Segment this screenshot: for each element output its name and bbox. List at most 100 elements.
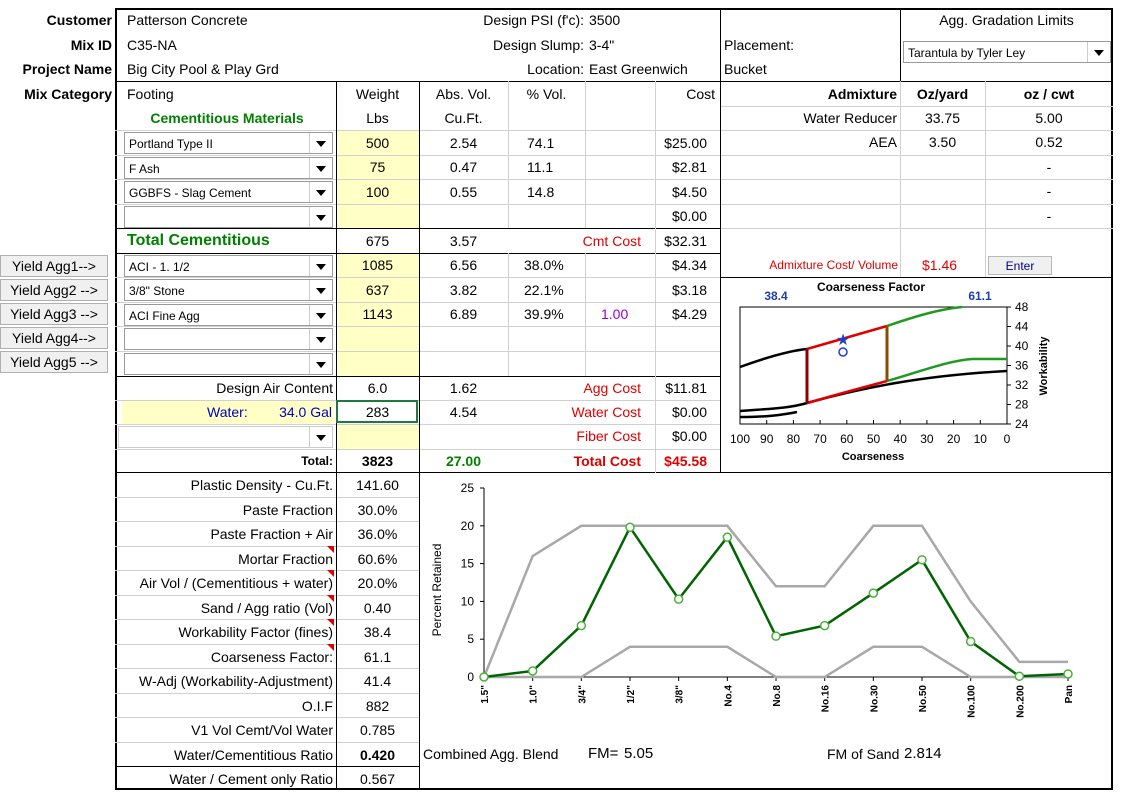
enter-button[interactable]: Enter bbox=[988, 256, 1052, 275]
chevron-down-icon bbox=[309, 354, 332, 374]
yield-agg4-button[interactable]: Yield Agg4--> bbox=[0, 327, 108, 349]
chevron-down-icon bbox=[309, 256, 332, 276]
yield-agg5-button[interactable]: Yield Agg5 --> bbox=[0, 351, 108, 373]
cf-x-tick-label: 60 bbox=[840, 432, 854, 446]
admix-cwt-2: 0.52 bbox=[1035, 134, 1063, 150]
psi-value[interactable]: 3500 bbox=[589, 12, 621, 28]
cem-select-3[interactable]: GGBFS - Slag Cement bbox=[124, 181, 333, 203]
agg-weight-3[interactable]: 1143 bbox=[362, 306, 393, 322]
property-value: 0.785 bbox=[359, 722, 396, 738]
grad-y-tick-label: 5 bbox=[467, 632, 474, 646]
grad-y-tick-label: 15 bbox=[461, 557, 475, 571]
admix-oz-1[interactable]: 33.75 bbox=[924, 110, 961, 126]
cf-y-tick-label: 40 bbox=[1015, 339, 1029, 353]
cem-weight-1[interactable]: 500 bbox=[365, 135, 390, 151]
fm-sand-value: 2.814 bbox=[904, 745, 942, 762]
property-label: Paste Fraction bbox=[242, 501, 333, 518]
admix-oz-2[interactable]: 3.50 bbox=[928, 134, 957, 150]
agg-cost-label: Agg Cost bbox=[583, 380, 641, 396]
cf-y-ticks: 24 28 32 36 40 44 48 bbox=[1007, 300, 1029, 431]
agg-limits-dropdown[interactable]: Tarantula by Tyler Ley bbox=[903, 41, 1111, 63]
property-label: O.I.F bbox=[301, 697, 333, 714]
admix-cost-label: Admixture Cost/ Volume bbox=[769, 258, 898, 272]
property-value: 141.60 bbox=[356, 477, 399, 493]
combined-blend-point bbox=[819, 620, 830, 631]
customer-value[interactable]: Patterson Concrete bbox=[127, 12, 248, 28]
total-label: Total: bbox=[301, 454, 333, 468]
combined-blend-point bbox=[673, 594, 684, 604]
combined-blend-point bbox=[527, 666, 538, 676]
fm-sand-label: FM of Sand bbox=[827, 746, 900, 762]
grad-y-tick-label: 10 bbox=[461, 594, 475, 608]
agg-select-4[interactable] bbox=[124, 328, 333, 350]
col-cost: Cost bbox=[686, 86, 715, 102]
agg-select-5[interactable] bbox=[124, 353, 333, 375]
category-label: Mix Category bbox=[24, 86, 112, 102]
cem-weight-3[interactable]: 100 bbox=[365, 184, 390, 200]
combined-blend-point bbox=[771, 631, 781, 641]
water-vol: 4.54 bbox=[449, 404, 478, 420]
cf-point-marker: ★ bbox=[836, 332, 850, 349]
water-weight-cell[interactable] bbox=[336, 400, 418, 423]
property-label: Air Vol / (Cementitious + water) bbox=[139, 575, 333, 591]
fiber-input-cell bbox=[336, 425, 419, 449]
water-cost-label: Water Cost bbox=[571, 404, 642, 420]
combined-blend-point bbox=[479, 672, 489, 682]
yield-agg2-button[interactable]: Yield Agg2 --> bbox=[0, 279, 108, 301]
yield-agg3-button[interactable]: Yield Agg3 --> bbox=[0, 303, 108, 325]
cmt-cost-value: $32.31 bbox=[664, 233, 707, 249]
grad-x-tick-label: No.8 bbox=[772, 685, 783, 707]
water-weight[interactable]: 283 bbox=[365, 404, 390, 420]
property-value: 0.40 bbox=[363, 599, 392, 616]
agg-name: 3/8" Stone bbox=[129, 284, 185, 298]
agg-select-3[interactable]: ACI Fine Agg bbox=[124, 304, 333, 326]
cf-lower-green-curve bbox=[739, 410, 798, 419]
agg-weight-1[interactable]: 1085 bbox=[361, 257, 394, 273]
cf-y-tick-label: 44 bbox=[1015, 320, 1029, 334]
comment-marker bbox=[327, 619, 334, 626]
combined-blend-point bbox=[625, 522, 635, 533]
property-value: 882 bbox=[365, 697, 390, 714]
total-cem-weight: 675 bbox=[365, 233, 390, 249]
agg-weight-2[interactable]: 637 bbox=[365, 282, 390, 298]
agg-select-1[interactable]: ACI - 1. 1/2 bbox=[124, 255, 333, 277]
cf-x-tick-label: 100 bbox=[730, 432, 750, 446]
comment-marker bbox=[327, 570, 334, 577]
grad-x-tick-label: 3/4" bbox=[577, 685, 588, 704]
cem-select-1[interactable]: Portland Type II bbox=[124, 132, 333, 154]
total-cost: $45.58 bbox=[664, 453, 707, 469]
placement-label: Placement: bbox=[724, 37, 795, 53]
combined-blend-point bbox=[1063, 669, 1073, 679]
admix-name-1[interactable]: Water Reducer bbox=[803, 110, 897, 126]
agg-select-2[interactable]: 3/8" Stone bbox=[124, 279, 333, 301]
agg-cost-2: $3.18 bbox=[671, 282, 707, 298]
placement-value[interactable]: Bucket bbox=[724, 61, 767, 77]
combined-blend-point bbox=[722, 532, 733, 542]
cf-annotation-right: 61.1 bbox=[968, 289, 992, 303]
cem-weight-2[interactable]: 75 bbox=[369, 159, 386, 175]
total-weight: 3823 bbox=[361, 453, 394, 469]
slump-value[interactable]: 3-4" bbox=[589, 37, 615, 53]
category-value[interactable]: Footing bbox=[127, 86, 174, 102]
cem-select-4[interactable] bbox=[124, 206, 333, 228]
project-value[interactable]: Big City Pool & Play Grd bbox=[127, 61, 279, 77]
agg-cost-total: $11.81 bbox=[665, 380, 707, 396]
yield-agg1-button[interactable]: Yield Agg1--> bbox=[0, 255, 108, 277]
cem-vol-2: 0.47 bbox=[449, 159, 478, 175]
cf-lower-green-right-curve bbox=[886, 357, 1007, 383]
admix-name-2[interactable]: AEA bbox=[868, 134, 897, 150]
grad-x-tick-label: 1/2" bbox=[626, 685, 637, 704]
cem-select-2[interactable]: F Ash bbox=[124, 157, 333, 179]
mixid-label: Mix ID bbox=[70, 37, 112, 53]
property-value: 20.0% bbox=[357, 575, 398, 591]
weight-input-column-agg bbox=[336, 253, 419, 376]
cf-y-tick-label: 48 bbox=[1015, 300, 1029, 314]
air-value[interactable]: 6.0 bbox=[367, 380, 388, 396]
location-value[interactable]: East Greenwich bbox=[589, 61, 688, 77]
water-input-cell bbox=[122, 400, 334, 424]
fiber-select[interactable] bbox=[118, 426, 333, 448]
slump-label: Design Slump: bbox=[492, 37, 584, 53]
property-label: Water/Cementitious Ratio bbox=[174, 746, 333, 763]
cf-y-tick-label: 24 bbox=[1015, 417, 1029, 431]
mixid-value[interactable]: C35-NA bbox=[127, 37, 177, 53]
